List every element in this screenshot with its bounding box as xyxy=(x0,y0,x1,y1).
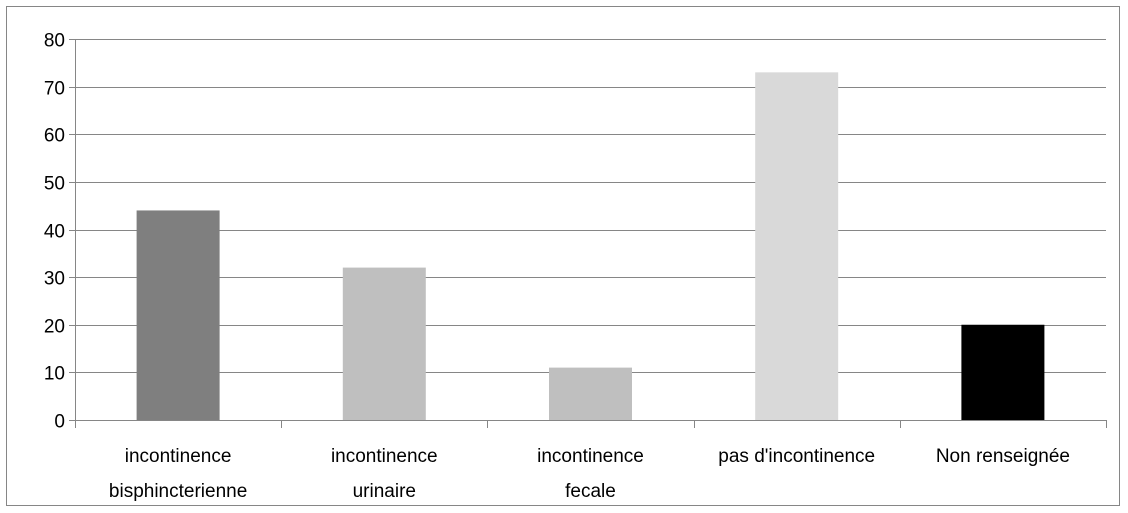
bar xyxy=(342,267,426,420)
x-category-label: fecale xyxy=(565,481,616,502)
bar xyxy=(961,324,1045,420)
bar xyxy=(755,72,839,421)
bar xyxy=(549,367,632,420)
y-tick-label: 10 xyxy=(44,364,65,385)
axes xyxy=(69,39,1107,428)
y-tick-label: 60 xyxy=(44,126,65,147)
gridlines xyxy=(75,39,1106,373)
bars xyxy=(136,72,1045,421)
x-axis-category-labels: incontinence bisphincterienne incontinence… xyxy=(109,446,1070,502)
x-category-label: bisphincterienne xyxy=(109,481,247,502)
x-category-label: incontinence xyxy=(331,446,438,467)
x-category-label: incontinence xyxy=(537,446,644,467)
x-category-label: pas d'incontinence xyxy=(718,446,875,467)
y-tick-label: 0 xyxy=(54,412,65,433)
x-category-label: Non renseignée xyxy=(936,446,1070,467)
y-axis-tick-labels: 0 10 20 30 40 50 60 70 80 xyxy=(44,31,65,433)
y-tick-label: 30 xyxy=(44,269,65,290)
bar xyxy=(136,210,220,420)
y-tick-label: 40 xyxy=(44,222,65,243)
y-tick-label: 50 xyxy=(44,174,65,195)
x-category-label: urinaire xyxy=(353,481,416,502)
y-tick-label: 70 xyxy=(44,79,65,100)
y-tick-label: 20 xyxy=(44,317,65,338)
y-tick-label: 80 xyxy=(44,31,65,52)
x-category-label: incontinence xyxy=(125,446,232,467)
